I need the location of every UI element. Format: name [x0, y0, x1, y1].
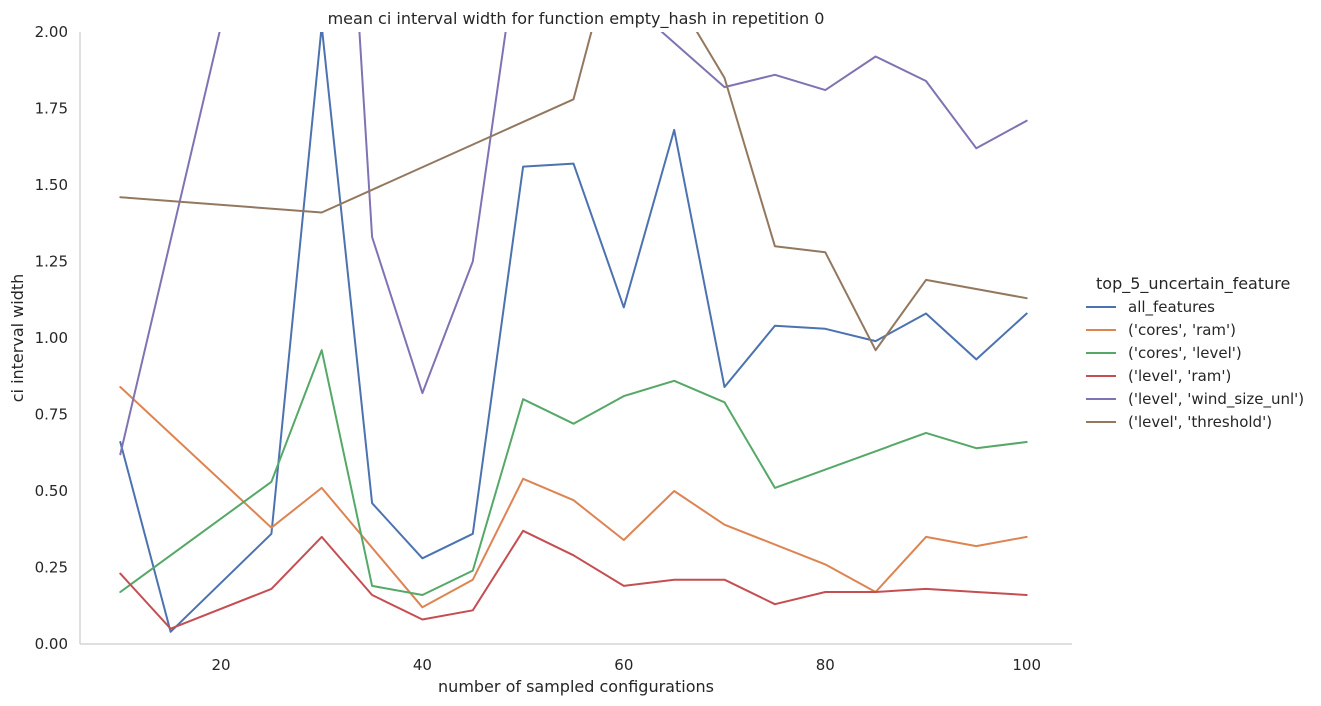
y-tick-labels: 0.00 0.25 0.50 0.75 1.00 1.25 1.50 1.75 2.00 — [35, 23, 68, 653]
y-tick-label: 0.00 — [35, 635, 68, 653]
x-tick-label: 60 — [614, 656, 633, 674]
legend-entry-label: ('level', 'ram') — [1128, 367, 1231, 385]
y-axis-label: ci interval width — [8, 274, 27, 403]
x-tick-label: 40 — [413, 656, 432, 674]
legend-entry-label: ('level', 'threshold') — [1128, 413, 1272, 431]
legend-title: top_5_uncertain_feature — [1096, 274, 1290, 294]
x-axis-label: number of sampled configurations — [438, 677, 714, 696]
y-tick-label: 0.75 — [35, 406, 68, 424]
series-line — [119, 32, 1028, 352]
y-tick-label: 1.00 — [35, 329, 68, 347]
x-tick-label: 20 — [211, 656, 230, 674]
x-tick-label: 100 — [1012, 656, 1041, 674]
x-tick-labels: 20 40 60 80 100 — [211, 656, 1041, 674]
y-tick-label: 1.25 — [35, 253, 68, 271]
series-lines — [119, 32, 1028, 633]
y-tick-label: 2.00 — [35, 23, 68, 41]
y-tick-label: 1.75 — [35, 100, 68, 118]
series-line — [119, 32, 1028, 456]
y-tick-label: 0.50 — [35, 482, 68, 500]
legend-entry-label: ('level', 'wind_size_unl') — [1128, 390, 1304, 409]
y-tick-label: 1.50 — [35, 176, 68, 194]
series-line — [119, 386, 1028, 609]
legend-entry-label: all_features — [1128, 298, 1215, 317]
series-line — [119, 349, 1028, 596]
y-tick-label: 0.25 — [35, 559, 68, 577]
x-tick-label: 80 — [816, 656, 835, 674]
chart-title: mean ci interval width for function empt… — [328, 9, 825, 29]
legend-entry-label: ('cores', 'level') — [1128, 344, 1242, 362]
series-line — [119, 32, 1028, 633]
legend: top_5_uncertain_feature all_features ('co… — [1086, 274, 1304, 431]
series-line — [119, 529, 1028, 630]
legend-entry-label: ('cores', 'ram') — [1128, 321, 1236, 339]
